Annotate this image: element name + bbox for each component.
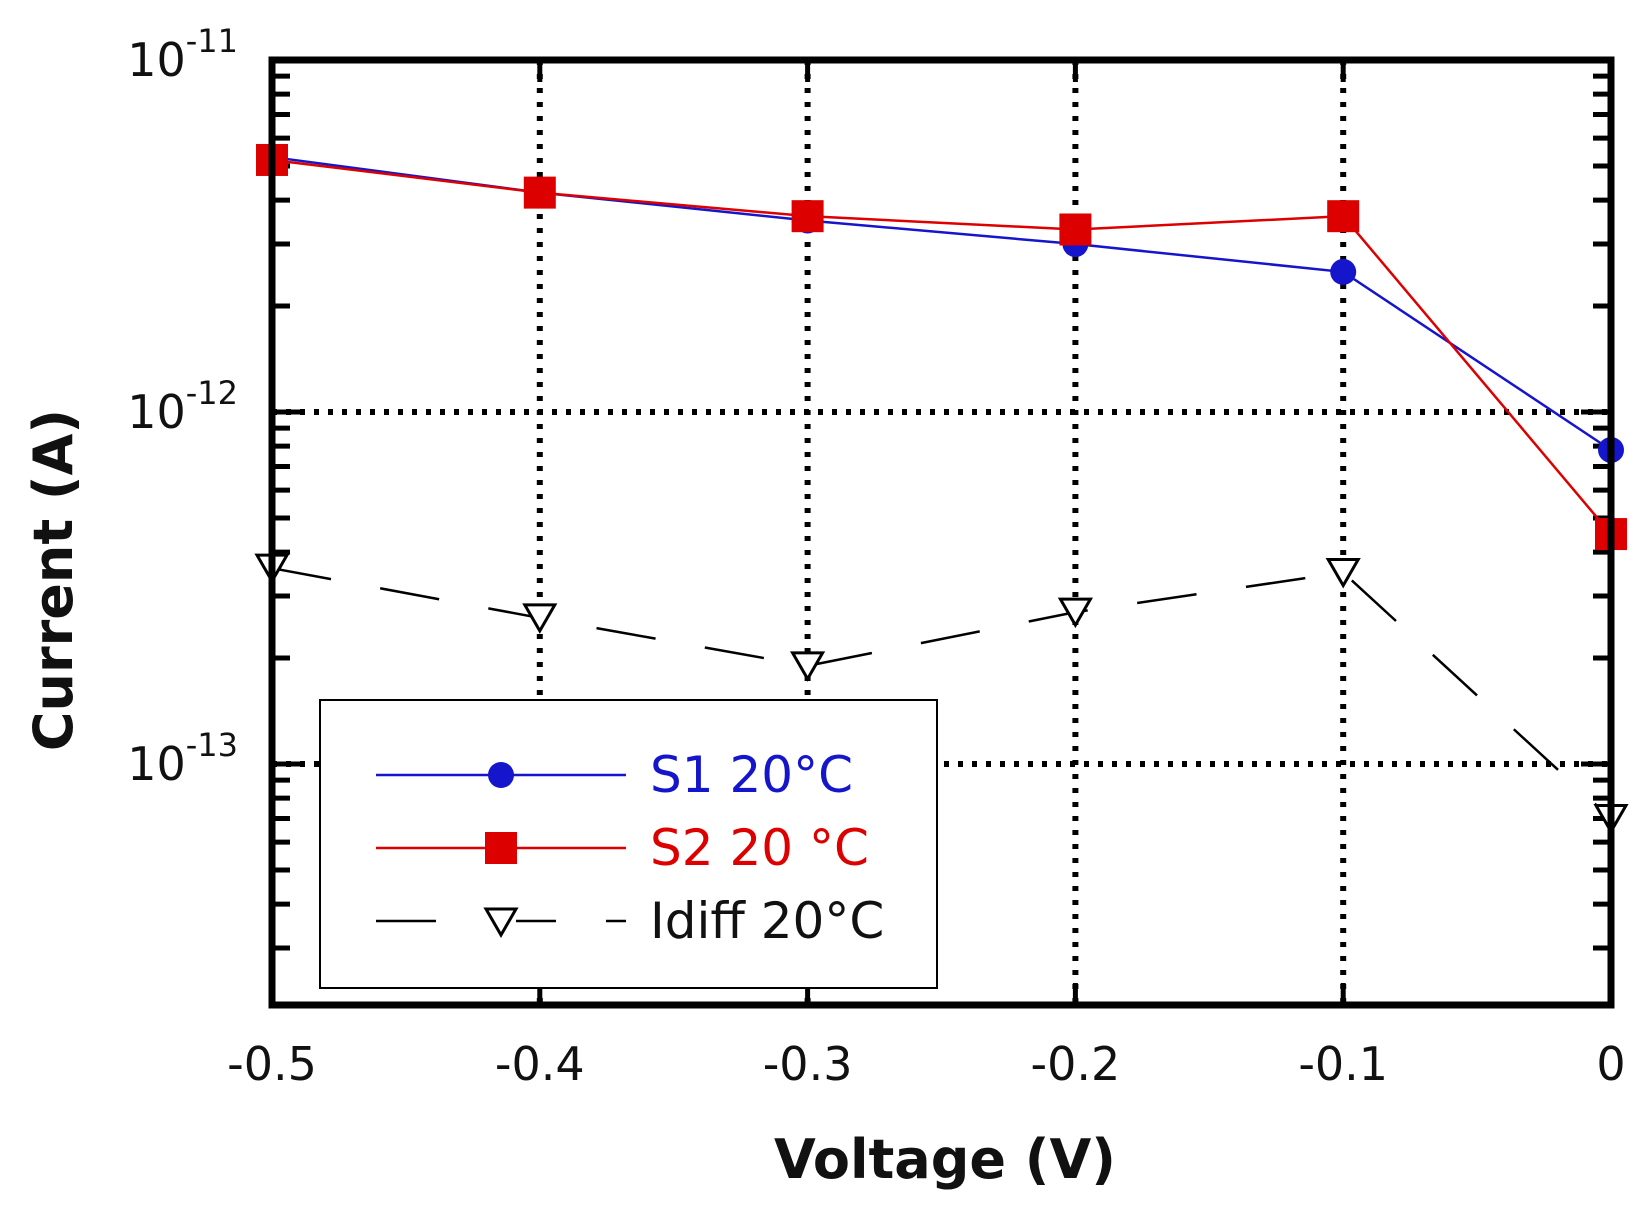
data-point-s1-2 bbox=[791, 200, 824, 233]
legend-box bbox=[319, 699, 938, 989]
legend: S1 20°C S2 20 °C Idiff 20°C bbox=[319, 699, 938, 989]
y-axis-title: Current (A) bbox=[22, 409, 85, 751]
data-point-s1-4 bbox=[1327, 200, 1360, 233]
legend-marker-s2 bbox=[485, 832, 517, 864]
x-tick-label: -0.1 bbox=[1298, 1037, 1388, 1091]
data-point-s2-3 bbox=[1057, 597, 1093, 629]
data-point-s1-1 bbox=[523, 176, 556, 209]
data-point-s2-2 bbox=[790, 651, 826, 682]
y-tick-label: 10-13 bbox=[127, 726, 238, 791]
x-tick-label: 0 bbox=[1596, 1037, 1625, 1091]
x-tick-label: -0.2 bbox=[1031, 1037, 1121, 1091]
data-point-s1-3 bbox=[1059, 213, 1092, 246]
series-line-2 bbox=[271, 566, 1612, 820]
legend-label-s1: S1 20°C bbox=[650, 746, 853, 804]
legend-label-s2: S2 20 °C bbox=[650, 819, 869, 877]
x-tick-labels: -0.5 -0.4 -0.3 -0.2 -0.1 0 bbox=[227, 1037, 1626, 1091]
data-point-s0-4 bbox=[1330, 258, 1357, 285]
x-tick-label: -0.3 bbox=[763, 1037, 853, 1091]
x-tick-label: -0.5 bbox=[227, 1037, 317, 1091]
x-axis-title: Voltage (V) bbox=[774, 1128, 1116, 1191]
y-tick-label: 10-12 bbox=[127, 374, 238, 439]
data-point-s2-4 bbox=[1325, 557, 1361, 589]
x-tick-label: -0.4 bbox=[495, 1037, 585, 1091]
series-line-1 bbox=[271, 158, 1612, 535]
data-point-s2-1 bbox=[522, 603, 558, 634]
y-tick-labels: 10-11 10-12 10-13 bbox=[127, 22, 238, 791]
series-line-0 bbox=[271, 155, 1612, 452]
plot-frame bbox=[268, 56, 1615, 1009]
legend-label-idiff: Idiff 20°C bbox=[650, 892, 884, 950]
legend-marker-idiff bbox=[483, 907, 519, 939]
y-tick-label: 10-11 bbox=[127, 22, 238, 87]
legend-marker-s1 bbox=[488, 762, 514, 788]
